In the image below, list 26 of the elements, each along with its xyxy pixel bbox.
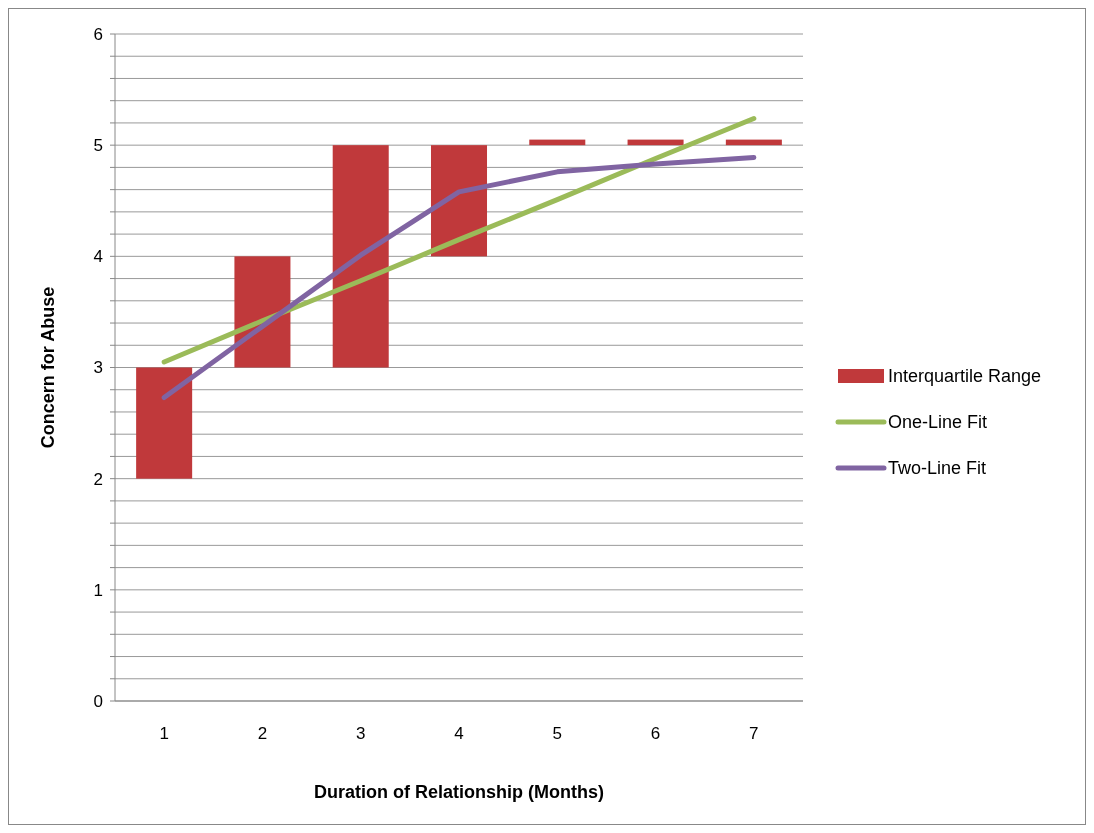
y-tick-label: 5 [93,136,103,156]
y-tick-label: 2 [93,469,103,489]
x-tick-label: 6 [650,724,661,743]
legend-label: Interquartile Range [888,366,1042,387]
y-tick-label: 3 [93,358,103,378]
bar [332,145,389,368]
y-tick-label: 0 [93,691,103,711]
bar [430,145,488,257]
bar [529,139,586,146]
x-tick-label: 3 [355,724,366,743]
x-tick-label: 7 [749,724,759,743]
x-tick-label: 5 [552,724,563,743]
y-tick-label: 4 [93,247,103,267]
legend-label: One-Line Fit [888,412,988,433]
bar [136,367,193,479]
y-tick-label: 6 [93,24,103,44]
x-tick-label: 4 [454,724,464,743]
x-axis-title: Duration of Relationship (Months) [314,782,604,802]
x-tick-label: 2 [257,724,268,743]
bar [627,139,684,146]
x-tick-label: 1 [159,724,169,743]
bar [725,139,782,146]
legend-label: Two-Line Fit [888,458,987,479]
bar [234,256,291,368]
y-tick-label: 1 [93,580,103,600]
y-axis-title: Concern for Abuse [38,286,58,449]
